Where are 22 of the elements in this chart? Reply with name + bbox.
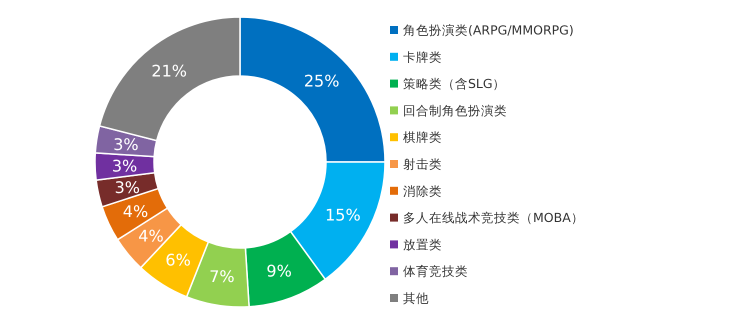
data-label: 3% [112, 156, 138, 176]
legend-label: 放置类 [403, 236, 442, 252]
legend-label: 消除类 [403, 183, 442, 198]
data-label: 3% [114, 178, 140, 198]
legend-label: 角色扮演类(ARPG/MMORPG) [403, 22, 574, 38]
data-label: 6% [165, 250, 191, 270]
legend-label: 策略类（含SLG） [403, 76, 506, 92]
legend-label: 多人在线战术竞技类（MOBA） [403, 210, 584, 226]
data-label: 15% [325, 205, 361, 224]
data-label: 3% [113, 134, 139, 154]
data-label: 4% [138, 226, 164, 246]
legend-label: 卡牌类 [403, 49, 442, 64]
data-label: 4% [122, 202, 148, 222]
data-label: 21% [151, 62, 187, 81]
legend-label: 体育竞技类 [403, 264, 468, 279]
legend-label: 棋牌类 [403, 130, 442, 145]
data-label: 25% [304, 71, 340, 90]
data-label: 9% [266, 262, 292, 281]
legend-label: 其他 [403, 290, 429, 306]
legend-label: 回合制角色扮演类 [403, 102, 507, 118]
data-label: 7% [209, 267, 235, 286]
legend-label: 射击类 [403, 156, 442, 172]
